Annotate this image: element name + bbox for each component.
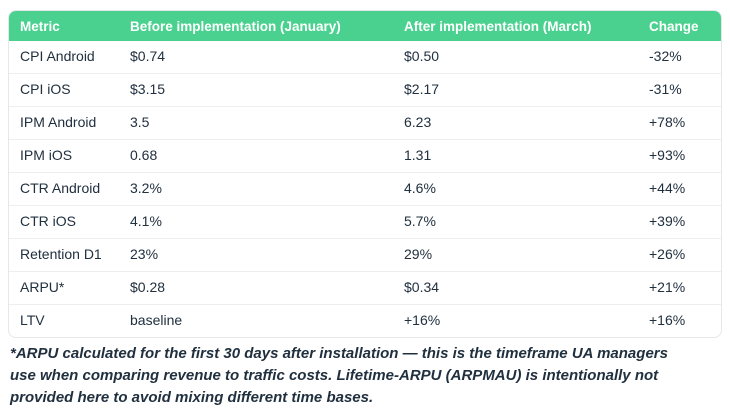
- footnote-line: provided here to avoid mixing different …: [10, 389, 374, 406]
- cell-change: +93%: [638, 139, 721, 173]
- cell-before: 3.2%: [119, 172, 393, 206]
- cell-after: +16%: [404, 312, 441, 328]
- column-header-after: After implementation (March): [393, 11, 638, 41]
- cell-after: $0.50: [393, 41, 638, 74]
- cell-after: 4.6%: [393, 172, 638, 206]
- column-header-metric: Metric: [9, 11, 119, 41]
- cell-after: 6.23: [393, 106, 638, 140]
- cell-change: -32%: [638, 41, 721, 74]
- cell-before: $0.74: [119, 41, 393, 74]
- cell-change: +44%: [638, 172, 721, 206]
- table-row: CTR iOS 4.1% 5.7% +39%: [9, 205, 721, 239]
- cell-after: 1.31: [393, 139, 638, 173]
- footnote-line: *ARPU calculated for the first 30 days a…: [10, 345, 668, 362]
- column-header-change: Change: [638, 11, 721, 41]
- cell-metric: IPM iOS: [9, 139, 119, 173]
- cell-metric: ARPU*: [9, 271, 119, 305]
- cell-change: +78%: [638, 106, 721, 140]
- metrics-table-container: Metric Before implementation (January) A…: [8, 10, 722, 338]
- cell-before: baseline: [130, 312, 183, 328]
- cell-before: 3.5: [119, 106, 393, 140]
- cell-metric: CTR Android: [9, 172, 119, 206]
- table-row: CPI Android $0.74 $0.50 -32%: [9, 41, 721, 74]
- cell-before: 0.68: [119, 139, 393, 173]
- metrics-table: Metric Before implementation (January) A…: [9, 11, 721, 337]
- cell-metric: CTR iOS: [9, 205, 119, 239]
- cell-metric: Retention D1: [9, 238, 119, 272]
- cell-before: 23%: [119, 238, 393, 272]
- cell-change: +16%: [649, 312, 686, 328]
- cell-change: +21%: [638, 271, 721, 305]
- table-row: LTV baseline +16% +16%: [9, 305, 721, 338]
- column-header-before: Before implementation (January): [119, 11, 393, 41]
- table-body: CPI Android $0.74 $0.50 -32% CPI iOS $3.…: [9, 41, 721, 337]
- cell-metric: LTV: [20, 312, 45, 328]
- cell-change: +39%: [638, 205, 721, 239]
- table-row: ARPU* $0.28 $0.34 +21%: [9, 271, 721, 305]
- cell-before: $0.28: [119, 271, 393, 305]
- cell-change: -31%: [638, 73, 721, 107]
- table-row: CPI iOS $3.15 $2.17 -31%: [9, 73, 721, 107]
- table-row: Retention D1 23% 29% +26%: [9, 238, 721, 272]
- cell-after: $2.17: [393, 73, 638, 107]
- header-row: Metric Before implementation (January) A…: [9, 11, 721, 41]
- cell-after: $0.34: [393, 271, 638, 305]
- cell-before: $3.15: [119, 73, 393, 107]
- table-header: Metric Before implementation (January) A…: [9, 11, 721, 41]
- footnote-line: use when comparing revenue to traffic co…: [10, 367, 659, 384]
- cell-change: +26%: [638, 238, 721, 272]
- cell-before: 4.1%: [119, 205, 393, 239]
- cell-metric: IPM Android: [9, 106, 119, 140]
- cell-after: 5.7%: [393, 205, 638, 239]
- cell-after: 29%: [393, 238, 638, 272]
- cell-metric: CPI iOS: [9, 73, 119, 107]
- table-row: IPM iOS 0.68 1.31 +93%: [9, 139, 721, 173]
- table-row: IPM Android 3.5 6.23 +78%: [9, 106, 721, 140]
- table-row: CTR Android 3.2% 4.6% +44%: [9, 172, 721, 206]
- arpu-footnote: *ARPU calculated for the first 30 days a…: [10, 343, 724, 408]
- cell-metric: CPI Android: [9, 41, 119, 74]
